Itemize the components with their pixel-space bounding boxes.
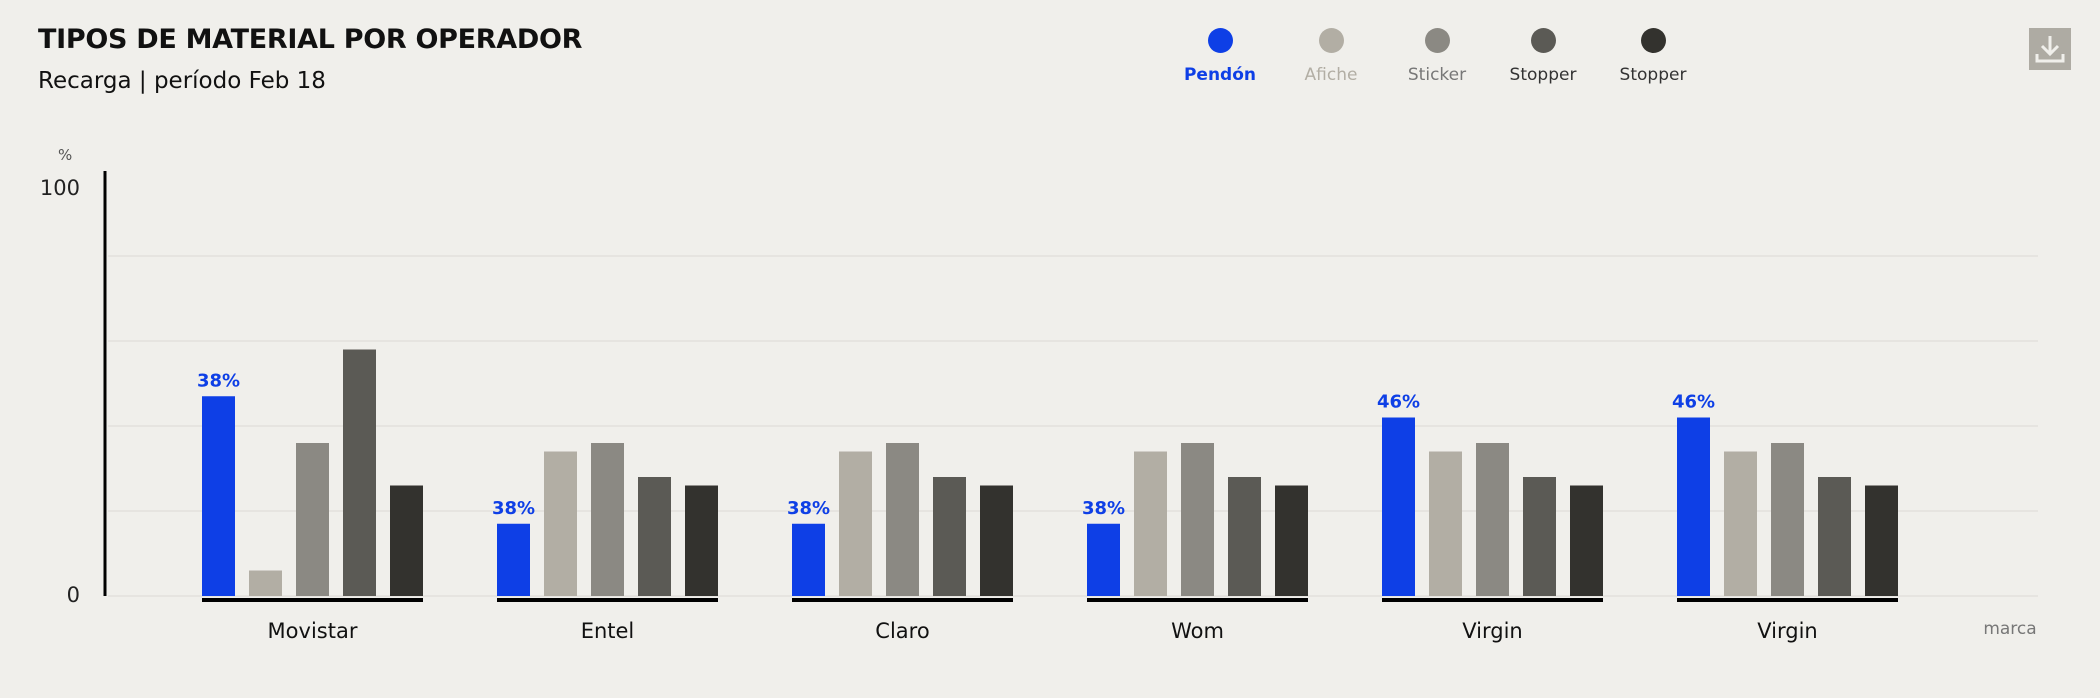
bar-virgin-series-1 (1382, 417, 1415, 596)
legend-label-stopper: Stopper (1509, 65, 1577, 85)
bar-virgin-series-4 (1818, 477, 1851, 596)
bar-claro-series-5 (980, 485, 1013, 596)
download-button[interactable] (2029, 28, 2071, 70)
category-label-6: Virgin (1757, 619, 1817, 643)
bar-wom-series-3 (1181, 443, 1214, 596)
bar-virgin-series-4 (1523, 477, 1556, 596)
chart-title: TIPOS DE MATERIAL POR OPERADOR (38, 24, 583, 55)
bar-wom-series-5 (1275, 485, 1308, 596)
bar-claro-series-2 (839, 451, 872, 596)
bar-claro-series-1 (792, 523, 825, 596)
legend: Pendón Afiche Sticker Stopper Stopper (1160, 26, 1720, 96)
bar-virgin-series-3 (1476, 443, 1509, 596)
data-label-wom: 38% (1082, 498, 1125, 519)
bar-virgin-series-1 (1677, 417, 1710, 596)
category-label-3: Claro (875, 619, 929, 643)
legend-dot-afiche (1318, 28, 1344, 53)
bar-entel-series-1 (497, 523, 530, 596)
legend-dot-stopper-2 (1640, 28, 1666, 53)
y-tick-min: 0 (67, 583, 80, 607)
bar-movistar-series-5 (390, 485, 423, 596)
category-label-1: Movistar (268, 619, 358, 643)
bar-movistar-series-1 (202, 396, 235, 596)
bar-group-3: 38% Claro (787, 443, 1013, 643)
legend-item-pendon[interactable]: Pendón (1170, 26, 1270, 85)
bar-group-1: 38% Movistar (197, 349, 423, 643)
legend-label-afiche: Afiche (1304, 65, 1358, 85)
legend-dot-sticker (1424, 28, 1450, 53)
legend-dot-stopper (1530, 28, 1556, 53)
grid-lines (108, 255, 2038, 597)
data-label-claro: 38% (787, 498, 830, 519)
bar-groups: 38% Movistar 38% Entel 38% Claro 38% Wom 46% Virg… (197, 349, 1898, 643)
bar-group-4: 38% Wom (1082, 443, 1308, 643)
legend-item-sticker[interactable]: Sticker (1387, 26, 1487, 85)
category-label-2: Entel (581, 619, 635, 643)
bar-virgin-series-3 (1771, 443, 1804, 596)
bar-wom-series-1 (1087, 523, 1120, 596)
legend-item-stopper-2[interactable]: Stopper (1603, 26, 1703, 85)
bar-group-6: 46% Virgin (1672, 392, 1898, 643)
bar-movistar-series-2 (249, 570, 282, 596)
bar-virgin-series-5 (1570, 485, 1603, 596)
legend-label-pendon: Pendón (1183, 65, 1257, 85)
legend-item-stopper[interactable]: Stopper (1493, 26, 1593, 85)
bar-entel-series-2 (544, 451, 577, 596)
bar-entel-series-5 (685, 485, 718, 596)
bar-entel-series-4 (638, 477, 671, 596)
category-label-4: Wom (1171, 619, 1224, 643)
data-label-entel: 38% (492, 498, 535, 519)
bar-claro-series-4 (933, 477, 966, 596)
category-label-5: Virgin (1462, 619, 1522, 643)
data-label-virgin: 46% (1672, 392, 1715, 413)
download-icon (2035, 36, 2065, 63)
bar-movistar-series-4 (343, 349, 376, 596)
bar-virgin-series-5 (1865, 485, 1898, 596)
legend-label-sticker: Sticker (1407, 65, 1467, 85)
data-label-movistar: 38% (197, 370, 240, 391)
x-axis-title: marca (1983, 619, 2036, 639)
data-label-virgin: 46% (1377, 392, 1420, 413)
legend-item-afiche[interactable]: Afiche (1281, 26, 1381, 85)
chart-subtitle: Recarga | período Feb 18 (38, 68, 326, 94)
bar-virgin-series-2 (1724, 451, 1757, 596)
bar-virgin-series-2 (1429, 451, 1462, 596)
bar-movistar-series-3 (296, 443, 329, 596)
bar-wom-series-4 (1228, 477, 1261, 596)
bar-wom-series-2 (1134, 451, 1167, 596)
bar-group-5: 46% Virgin (1377, 392, 1603, 643)
y-tick-max: 100 (40, 176, 80, 200)
legend-dot-pendon (1207, 28, 1233, 53)
legend-label-stopper-2: Stopper (1619, 65, 1687, 85)
bar-group-2: 38% Entel (492, 443, 718, 643)
bar-claro-series-3 (886, 443, 919, 596)
bar-entel-series-3 (591, 443, 624, 596)
y-axis-unit: % (58, 146, 72, 164)
